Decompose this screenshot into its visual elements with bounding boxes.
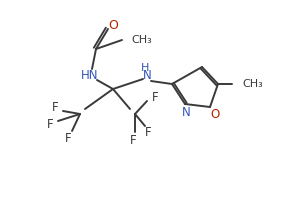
Text: F: F [152, 90, 158, 103]
Text: F: F [47, 117, 53, 130]
Text: O: O [210, 108, 220, 121]
Text: O: O [108, 19, 118, 32]
Text: N: N [143, 69, 151, 82]
Text: F: F [130, 134, 136, 147]
Text: N: N [182, 106, 190, 119]
Text: F: F [65, 133, 71, 146]
Text: H: H [141, 63, 149, 73]
Text: HN: HN [81, 69, 99, 82]
Text: CH₃: CH₃ [131, 35, 152, 45]
Text: F: F [145, 125, 151, 138]
Text: CH₃: CH₃ [242, 79, 263, 89]
Text: F: F [52, 100, 58, 113]
